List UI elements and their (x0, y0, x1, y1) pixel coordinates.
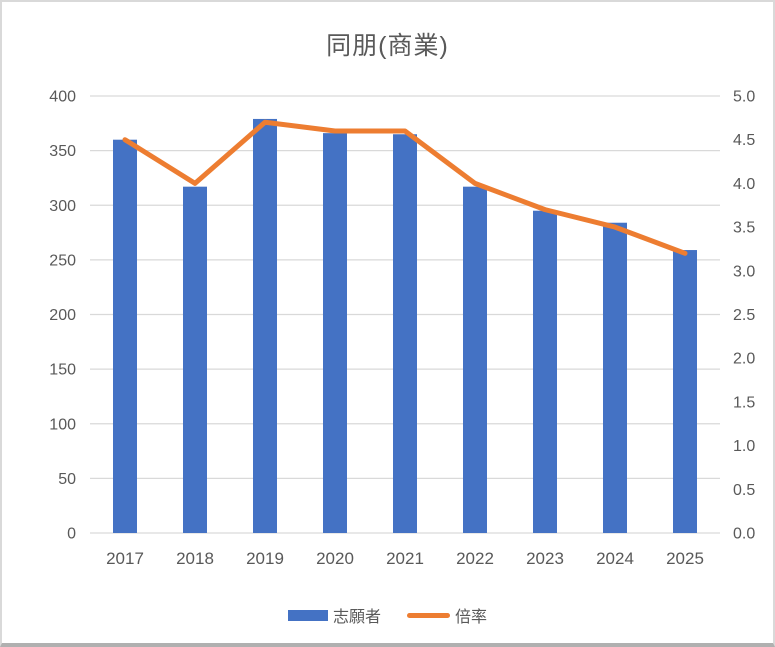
right-axis-tick-label: 3.5 (733, 220, 755, 237)
x-axis-tick-label-2021: 2021 (386, 549, 424, 568)
x-axis-tick-label-2018: 2018 (176, 549, 214, 568)
right-axis-tick-label: 3.0 (733, 263, 755, 280)
legend-item-ratio[interactable]: 倍率 (407, 603, 487, 627)
left-axis-tick-label: 350 (49, 143, 76, 160)
x-axis-tick-label-2020: 2020 (316, 549, 354, 568)
right-axis-tick-label: 2.5 (733, 307, 755, 324)
bar-2023[interactable] (533, 210, 557, 533)
bar-2020[interactable] (323, 133, 347, 533)
x-axis-tick-label-2022: 2022 (456, 549, 494, 568)
left-axis-tick-label: 400 (49, 89, 76, 106)
ratio-line[interactable] (122, 119, 688, 256)
chart-title: 同朋(商業) (326, 32, 449, 60)
combo-chart-plot-area[interactable]: 400 350 300 250 200 150 100 50 0 5.0 4.5 4.0 3.5 3.0 2… (2, 2, 775, 597)
bar-series-swatch-icon (287, 609, 328, 621)
bar-2022[interactable] (463, 186, 487, 534)
bar-2019[interactable] (253, 118, 277, 533)
right-axis-tick-label: 0.0 (733, 526, 755, 543)
right-axis-tick-label: 4.0 (733, 176, 755, 193)
bar-2017[interactable] (113, 139, 137, 533)
right-axis-tick-label: 4.5 (733, 132, 755, 149)
right-axis-tick-label: 1.0 (733, 438, 755, 455)
line-series-swatch-icon (407, 612, 450, 618)
right-axis-tick-label: 0.5 (733, 482, 755, 499)
x-axis-tick-label-2025: 2025 (666, 549, 704, 568)
bar-2024[interactable] (603, 222, 627, 534)
right-axis-tick-label: 5.0 (733, 89, 755, 106)
left-axis-tick-label: 300 (49, 198, 76, 215)
left-axis-tick-label: 0 (67, 526, 76, 543)
x-axis-tick-label-2017: 2017 (106, 549, 144, 568)
legend-label-ratio: 倍率 (455, 609, 488, 626)
legend-label-applicants: 志願者 (332, 609, 381, 626)
legend-item-applicants[interactable]: 志願者 (287, 603, 381, 627)
left-axis-tick-label: 50 (58, 471, 76, 488)
x-axis-tick-label-2024: 2024 (596, 549, 634, 568)
x-axis-tick-label-2023: 2023 (526, 549, 564, 568)
bar-2018[interactable] (183, 186, 207, 534)
bar-2025[interactable] (673, 250, 697, 534)
left-axis-tick-label: 250 (49, 252, 76, 269)
x-axis-tick-label-2019: 2019 (246, 549, 284, 568)
right-axis-tick-label: 2.0 (733, 351, 755, 368)
left-axis-tick-label: 200 (49, 307, 76, 324)
left-axis-tick-label: 100 (49, 416, 76, 433)
legend: 志願者 倍率 (2, 603, 773, 627)
right-axis-tick-label: 1.5 (733, 394, 755, 411)
left-axis-tick-label: 150 (49, 362, 76, 379)
bar-2021[interactable] (393, 134, 417, 534)
